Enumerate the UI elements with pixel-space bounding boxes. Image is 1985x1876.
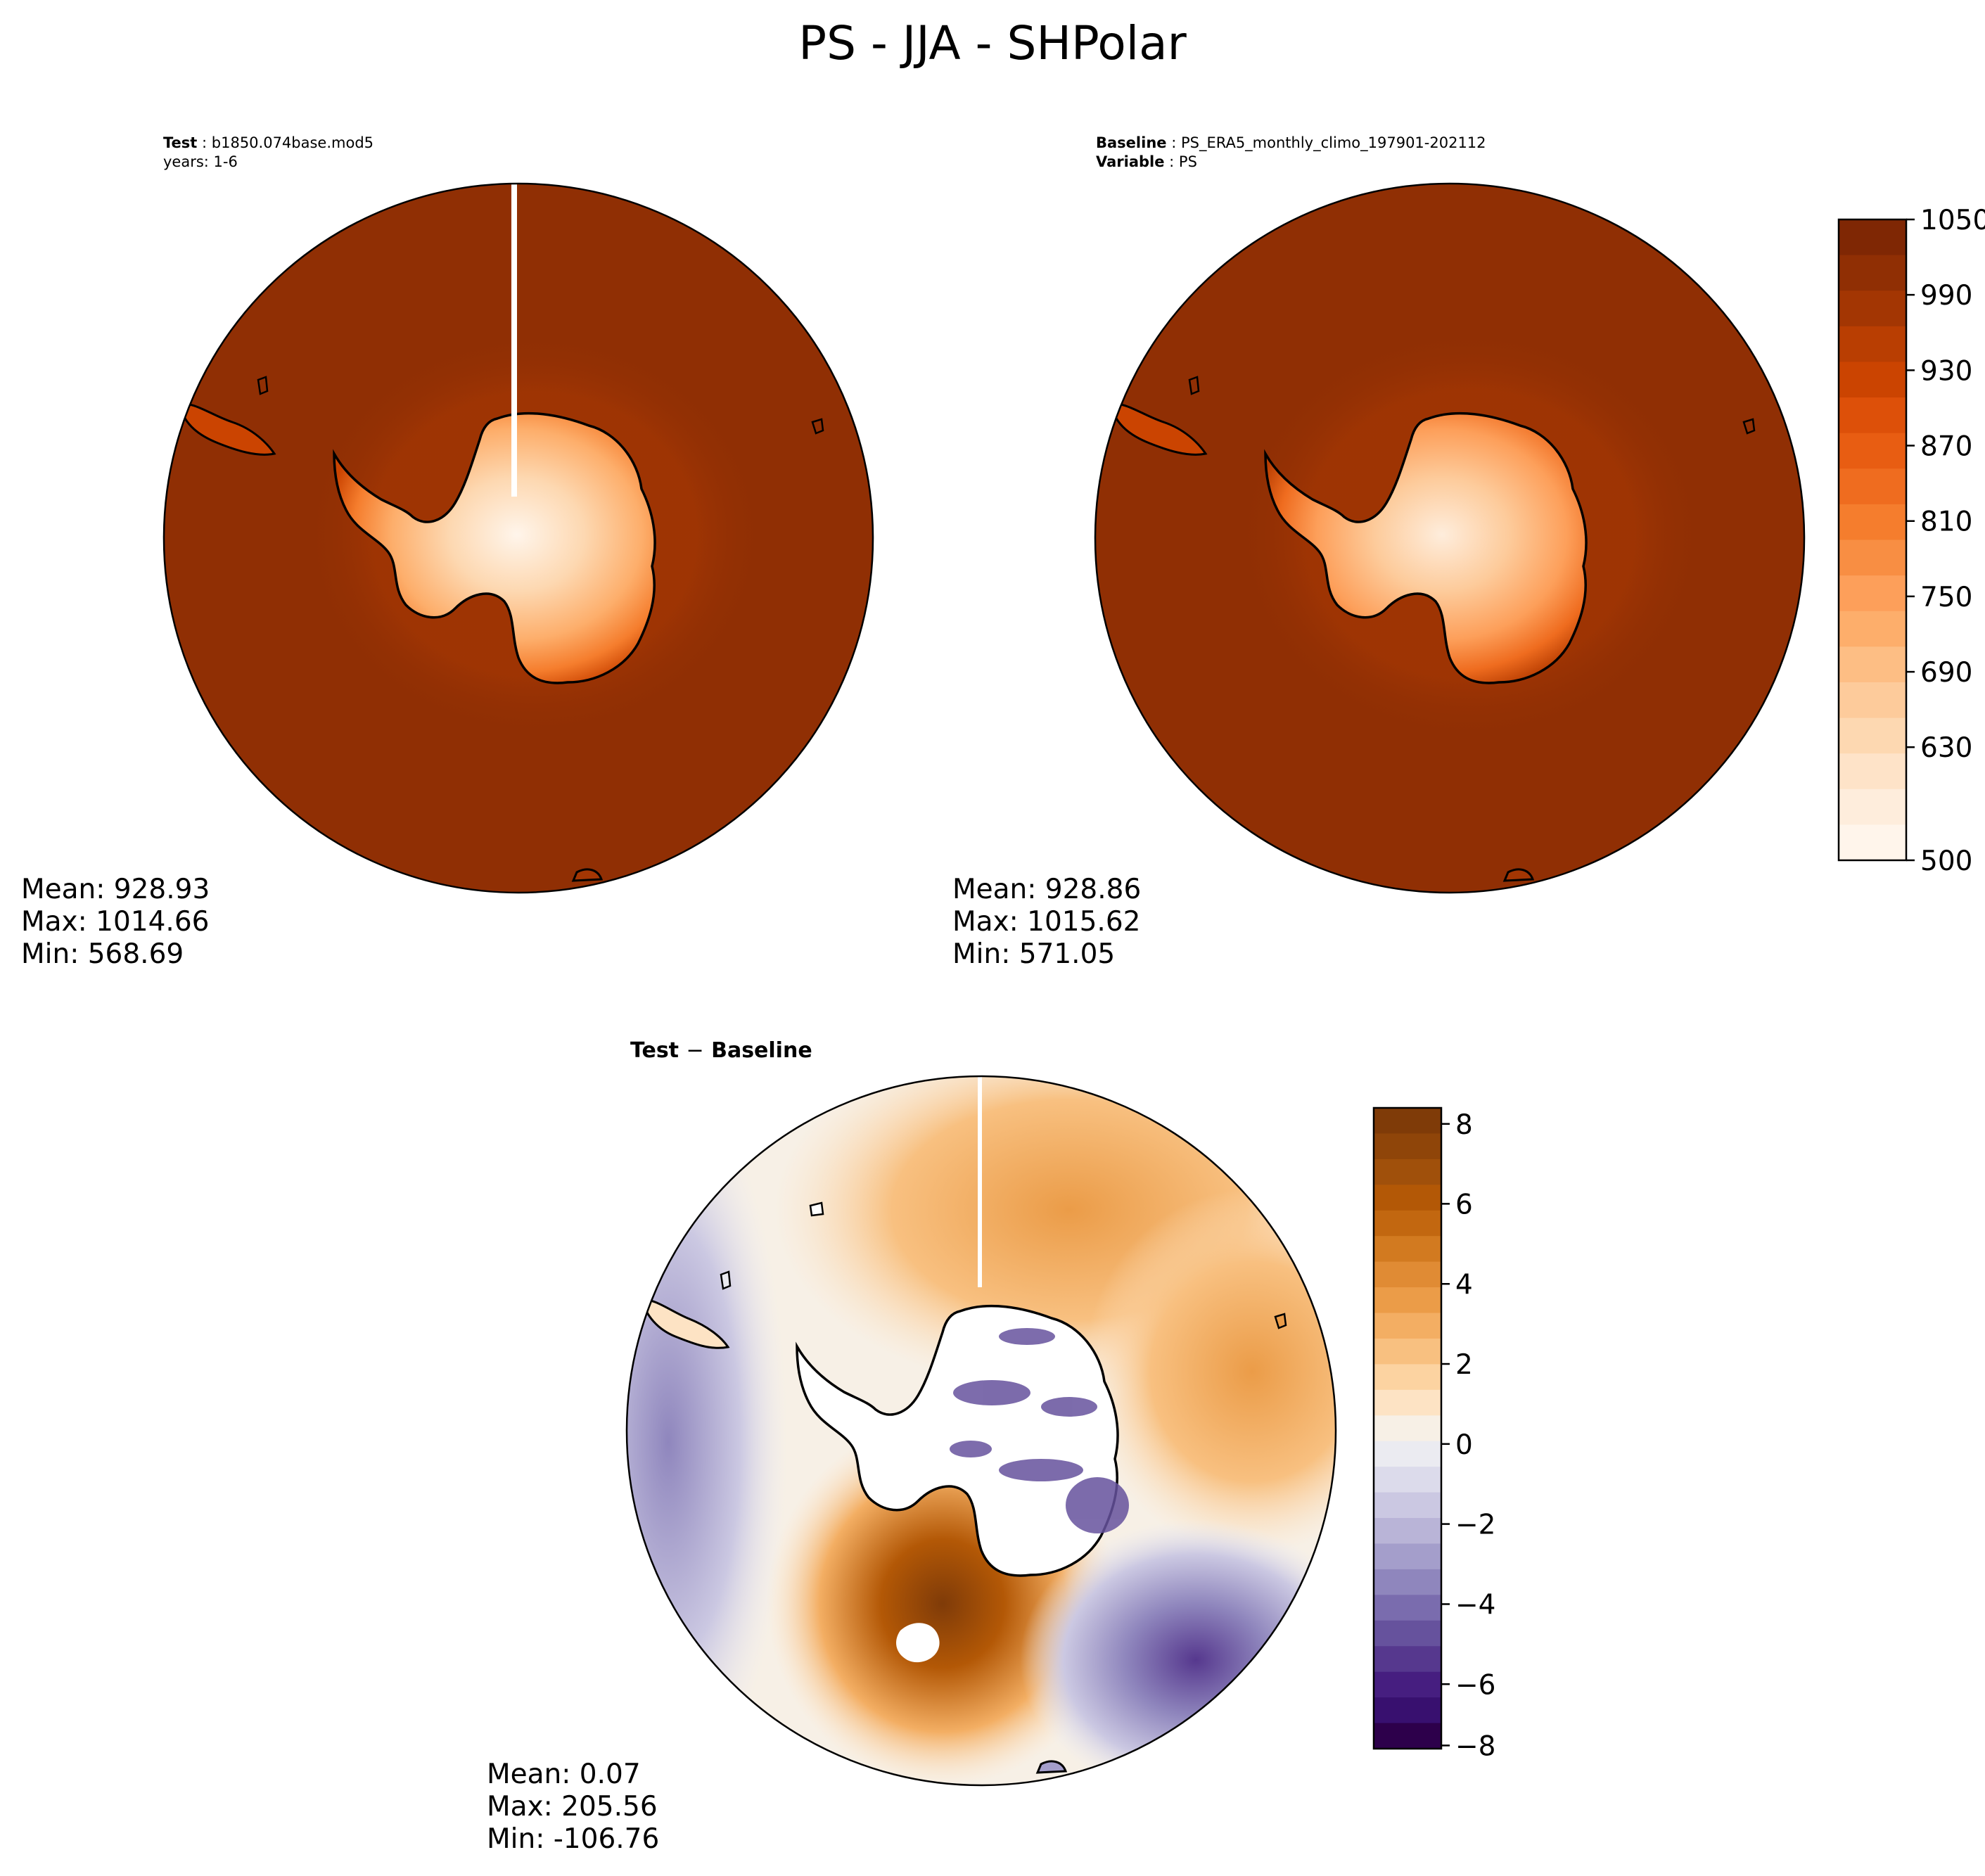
colorbar-diff-swatch bbox=[1374, 1595, 1441, 1621]
baseline-map bbox=[1095, 184, 1804, 893]
test-min: Min: 568.69 bbox=[21, 938, 184, 970]
colorbar-main-tick-label: 500 bbox=[1920, 846, 1972, 877]
colorbar-diff-swatch bbox=[1374, 1287, 1441, 1314]
colorbar-main-tick-label: 810 bbox=[1920, 506, 1972, 538]
colorbar-main-swatch bbox=[1839, 717, 1906, 754]
colorbar-diff-swatch bbox=[1374, 1389, 1441, 1417]
diff-title-baseline: Baseline bbox=[711, 1038, 812, 1063]
colorbar-diff-frame bbox=[1372, 1106, 1443, 1750]
test-map-boundary bbox=[162, 182, 874, 894]
colorbar-main-swatch bbox=[1839, 219, 1906, 256]
colorbar-main-swatch bbox=[1839, 468, 1906, 505]
colorbar-main-swatch bbox=[1839, 255, 1906, 292]
colorbar-diff-swatch bbox=[1374, 1185, 1441, 1211]
diff-title: Test − Baseline bbox=[630, 1038, 812, 1063]
baseline-case-key: Baseline bbox=[1096, 134, 1167, 151]
colorbar-diff-swatch bbox=[1374, 1492, 1441, 1519]
colorbar-diff-tick-label: 4 bbox=[1455, 1269, 1473, 1301]
colorbar-diff-swatch bbox=[1374, 1236, 1441, 1263]
colorbar-main-tick-label: 690 bbox=[1920, 657, 1972, 689]
colorbar-diff: 8 6 4 2 0 −2 −4 −6 −8 bbox=[1372, 1106, 1496, 1762]
baseline-case-value: PS_ERA5_monthly_climo_197901-202112 bbox=[1180, 134, 1486, 151]
diff-map bbox=[627, 1076, 1336, 1785]
colorbar-diff-swatch bbox=[1374, 1671, 1441, 1698]
colorbar-main-swatch bbox=[1839, 397, 1906, 434]
colorbar-diff-tick-label: 8 bbox=[1455, 1109, 1473, 1141]
colorbar-diff-swatch bbox=[1374, 1518, 1441, 1545]
test-years: years: 1-6 bbox=[163, 153, 238, 170]
colorbar-main-swatch bbox=[1839, 362, 1906, 398]
colorbar-main: 1050 990 930 870 810 750 690 630 500 bbox=[1837, 205, 1985, 877]
colorbar-main-tick-label: 1050 bbox=[1920, 205, 1985, 236]
colorbar-diff-tick-label: −6 bbox=[1455, 1669, 1496, 1701]
test-mean: Mean: 928.93 bbox=[21, 874, 210, 905]
baseline-var-value: PS bbox=[1178, 153, 1197, 170]
colorbar-main-tick-label: 750 bbox=[1920, 582, 1972, 613]
colorbar-main-swatch bbox=[1839, 326, 1906, 363]
colorbar-main-swatch bbox=[1839, 682, 1906, 719]
colorbar-main-tick-label: 870 bbox=[1920, 430, 1972, 462]
baseline-var-key: Variable bbox=[1096, 153, 1165, 170]
colorbar-diff-swatch bbox=[1374, 1723, 1441, 1749]
colorbar-main-swatch bbox=[1839, 611, 1906, 648]
test-case-key: Test bbox=[163, 134, 198, 151]
colorbar-main-swatch bbox=[1839, 789, 1906, 826]
colorbar-diff-swatch bbox=[1374, 1364, 1441, 1391]
colorbar-main-swatch bbox=[1839, 824, 1906, 861]
colorbar-diff-swatch bbox=[1374, 1569, 1441, 1596]
baseline-caption: Baseline : PS_ERA5_monthly_climo_197901-… bbox=[1096, 134, 1486, 170]
colorbar-diff-swatch bbox=[1374, 1543, 1441, 1570]
colorbar-main-swatch bbox=[1839, 433, 1906, 470]
test-case-value: b1850.074base.mod5 bbox=[211, 134, 374, 151]
colorbar-main-swatch bbox=[1839, 540, 1906, 576]
diff-title-op: − bbox=[686, 1038, 704, 1063]
colorbar-main-tick-label: 990 bbox=[1920, 280, 1972, 312]
colorbar-main-swatch bbox=[1839, 646, 1906, 683]
colorbar-diff-swatch bbox=[1374, 1646, 1441, 1673]
colorbar-main-swatch bbox=[1839, 753, 1906, 790]
colorbar-diff-swatch bbox=[1374, 1620, 1441, 1647]
colorbar-diff-swatch bbox=[1374, 1338, 1441, 1365]
diff-mean: Mean: 0.07 bbox=[487, 1759, 641, 1790]
colorbar-main-swatch bbox=[1839, 575, 1906, 612]
diff-map-boundary bbox=[625, 1075, 1337, 1787]
diff-title-test: Test bbox=[630, 1038, 679, 1063]
test-stats: Mean: 928.93 Max: 1014.66 Min: 568.69 bbox=[21, 874, 210, 971]
figure-title: PS - JJA - SHPolar bbox=[798, 16, 1187, 70]
colorbar-diff-tick-label: −4 bbox=[1455, 1589, 1496, 1621]
colorbar-diff-swatch bbox=[1374, 1697, 1441, 1724]
colorbar-diff-swatch bbox=[1374, 1108, 1441, 1135]
colorbar-diff-swatch bbox=[1374, 1441, 1441, 1467]
colorbar-main-swatch bbox=[1839, 291, 1906, 327]
diff-min: Min: -106.76 bbox=[487, 1823, 660, 1855]
test-max: Max: 1014.66 bbox=[21, 906, 210, 938]
colorbar-main-swatch bbox=[1839, 504, 1906, 541]
baseline-max: Max: 1015.62 bbox=[952, 906, 1141, 938]
colorbar-diff-swatch bbox=[1374, 1467, 1441, 1493]
colorbar-diff-swatch bbox=[1374, 1210, 1441, 1237]
baseline-stats: Mean: 928.86 Max: 1015.62 Min: 571.05 bbox=[952, 874, 1141, 971]
colorbar-diff-swatch bbox=[1374, 1313, 1441, 1339]
baseline-min: Min: 571.05 bbox=[952, 938, 1116, 970]
colorbar-diff-swatch bbox=[1374, 1133, 1441, 1160]
colorbar-main-tick-label: 930 bbox=[1920, 355, 1972, 387]
colorbar-main-tick-label: 630 bbox=[1920, 732, 1972, 764]
colorbar-diff-swatch bbox=[1374, 1415, 1441, 1442]
diff-stats: Mean: 0.07 Max: 205.56 Min: -106.76 bbox=[487, 1759, 659, 1856]
test-caption: Test : b1850.074base.mod5 years: 1-6 bbox=[163, 134, 374, 170]
baseline-mean: Mean: 928.86 bbox=[952, 874, 1142, 905]
colorbar-diff-tick-label: 6 bbox=[1455, 1189, 1473, 1220]
baseline-map-boundary bbox=[1094, 182, 1806, 894]
colorbar-diff-tick-label: 2 bbox=[1455, 1349, 1473, 1381]
colorbar-diff-swatch bbox=[1374, 1261, 1441, 1288]
colorbar-diff-tick-label: −8 bbox=[1455, 1730, 1496, 1762]
diff-max: Max: 205.56 bbox=[487, 1791, 658, 1823]
colorbar-main-frame bbox=[1837, 218, 1908, 862]
colorbar-diff-swatch bbox=[1374, 1159, 1441, 1186]
colorbar-diff-tick-label: −2 bbox=[1455, 1510, 1496, 1541]
test-map bbox=[164, 184, 873, 893]
colorbar-diff-tick-label: 0 bbox=[1455, 1429, 1473, 1461]
